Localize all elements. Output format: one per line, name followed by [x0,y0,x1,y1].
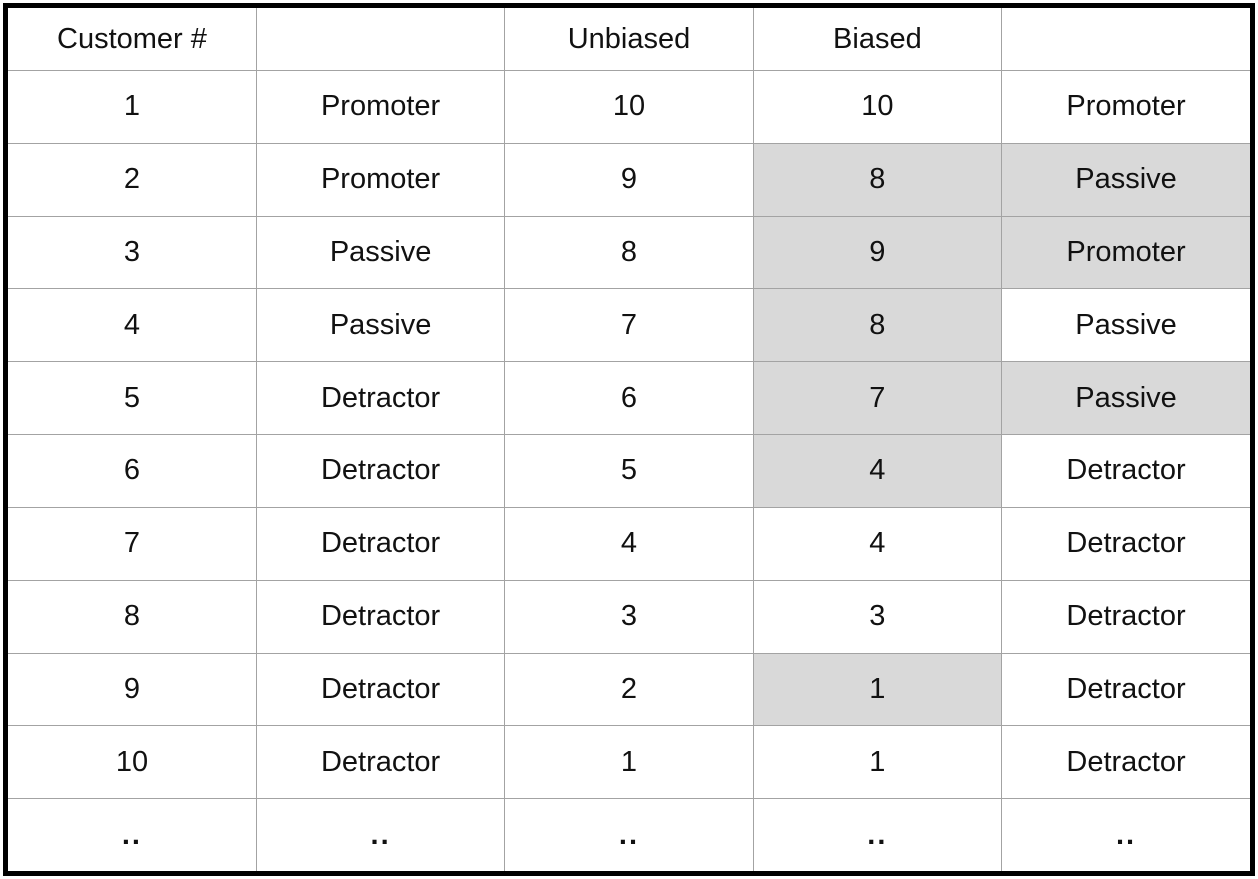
cell: Detractor [1001,434,1250,508]
cell: 5 [504,434,754,508]
cell: 4 [8,288,257,363]
table-row: 6 Detractor 5 4 Detractor [8,434,1250,508]
cell: Promoter [255,142,506,217]
table-row: 5 Detractor 6 7 Passive [8,361,1250,436]
cell: Detractor [255,434,506,508]
cell: 10 [752,70,1003,144]
cell: Promoter [1001,70,1250,144]
cell: 9 [8,652,257,727]
column-header-0: Customer # [8,8,257,71]
cell: .. [504,798,754,871]
cell: Detractor [255,579,506,654]
table-frame: Customer # Unbiased Biased 1 Promoter 10 10 Pr… [3,3,1255,876]
cell: 9 [504,142,754,217]
cell: 10 [8,725,257,800]
cell: 3 [504,579,754,654]
cell: Detractor [1001,579,1250,654]
column-header-1 [255,8,506,71]
cell: 5 [8,361,257,436]
table-row: 8 Detractor 3 3 Detractor [8,579,1250,654]
cell: .. [1001,798,1250,871]
cell: 9 [752,215,1003,290]
table-row: 7 Detractor 4 4 Detractor [8,506,1250,581]
column-header-3: Biased [752,8,1003,71]
table-row: .......... [8,798,1250,871]
cell: 4 [752,506,1003,581]
cell: Passive [1001,142,1250,217]
cell: Promoter [255,70,506,144]
cell: 2 [8,142,257,217]
cell: Promoter [1001,215,1250,290]
column-header-4 [1001,8,1250,71]
cell: 10 [504,70,754,144]
column-header-2: Unbiased [504,8,754,71]
table-body: 1 Promoter 10 10 Promoter 2 Promoter 9 8 Passive 3… [8,70,1250,871]
header-row: Customer # Unbiased Biased [8,8,1250,71]
table-row: 10 Detractor 1 1 Detractor [8,725,1250,800]
cell: Passive [1001,361,1250,436]
cell: 4 [504,506,754,581]
cell: 6 [504,361,754,436]
cell: Detractor [1001,725,1250,800]
cell: Detractor [1001,506,1250,581]
table-row: 4 Passive 7 8 Passive [8,288,1250,363]
table-row: 9 Detractor 2 1 Detractor [8,652,1250,727]
table-row: 1 Promoter 10 10 Promoter [8,70,1250,144]
cell: 2 [504,652,754,727]
cell: 1 [504,725,754,800]
cell: 7 [752,361,1003,436]
cell: 4 [752,434,1003,508]
cell: 7 [8,506,257,581]
cell: 6 [8,434,257,508]
cell: Detractor [255,652,506,727]
cell: 1 [8,70,257,144]
cell: Passive [255,288,506,363]
cell: .. [752,798,1003,871]
table-row: 3 Passive 8 9 Promoter [8,215,1250,290]
cell: .. [8,798,257,871]
cell: Passive [1001,288,1250,363]
cell: Passive [255,215,506,290]
cell: .. [255,798,506,871]
cell: 1 [752,652,1003,727]
cell: 8 [8,579,257,654]
nps-score-table: Customer # Unbiased Biased 1 Promoter 10 10 Pr… [8,8,1250,871]
cell: 8 [752,288,1003,363]
cell: 8 [504,215,754,290]
cell: 1 [752,725,1003,800]
cell: Detractor [255,361,506,436]
cell: 8 [752,142,1003,217]
cell: Detractor [1001,652,1250,727]
cell: 3 [8,215,257,290]
table-row: 2 Promoter 9 8 Passive [8,142,1250,217]
cell: 7 [504,288,754,363]
cell: Detractor [255,725,506,800]
cell: Detractor [255,506,506,581]
cell: 3 [752,579,1003,654]
